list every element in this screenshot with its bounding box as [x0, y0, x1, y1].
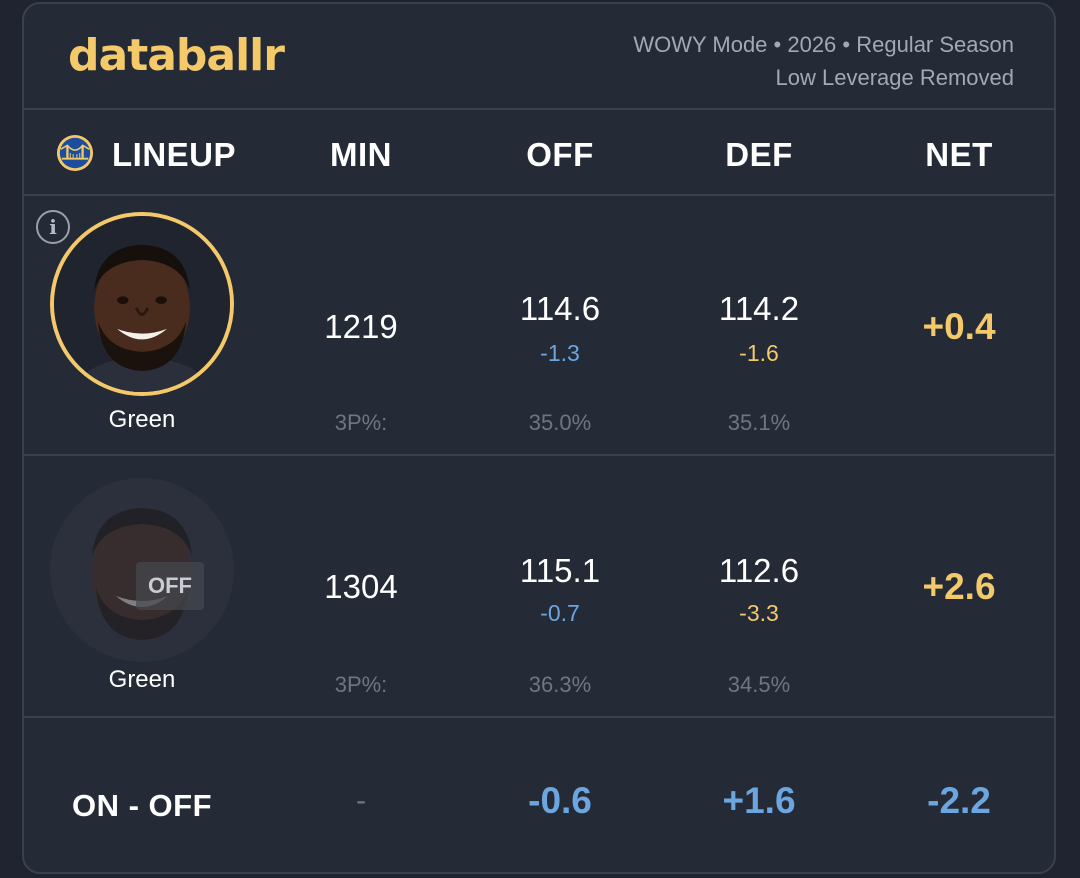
threep-label: 3P%:: [334, 672, 388, 697]
min-value: 1219: [324, 308, 398, 345]
min-value: 1304: [324, 568, 398, 605]
off-header[interactable]: OFF: [526, 136, 594, 173]
databallr-logo[interactable]: databallr: [68, 30, 285, 81]
off-delta: -0.7: [540, 600, 580, 626]
on-off-label: ON - OFF: [71, 788, 213, 823]
off-rating: 114.6: [519, 290, 601, 327]
threep-label: 3P%:: [334, 410, 388, 435]
summary-def: +1.6: [722, 780, 796, 821]
column-headers: LINEUP MIN OFF DEF NET: [24, 110, 1054, 196]
def-header[interactable]: DEF: [725, 136, 793, 173]
player-headshot-icon: [54, 216, 230, 392]
mode-line: WOWY Mode • 2026 • Regular Season: [633, 32, 1014, 57]
leverage-line: Low Leverage Removed: [775, 65, 1014, 90]
net-header[interactable]: NET: [925, 136, 993, 173]
info-icon[interactable]: i: [36, 210, 70, 244]
card-header: databallr WOWY Mode • 2026 • Regular Sea…: [24, 4, 1054, 110]
def-threep: 35.1%: [727, 410, 791, 435]
summary-off: -0.6: [528, 780, 592, 821]
off-threep: 36.3%: [528, 672, 592, 697]
golden-state-bridge-logo-icon: [56, 134, 94, 172]
player-name[interactable]: Green: [108, 666, 176, 693]
off-rating: 115.1: [519, 552, 601, 589]
net-rating: +0.4: [922, 306, 996, 347]
player-name[interactable]: Green: [108, 406, 176, 433]
summary-net: -2.2: [927, 780, 991, 821]
player-avatar[interactable]: [50, 212, 234, 396]
lineup-row-off: OFF Green 1304 115.1 -0.7 112.6 -3.3 +2.…: [24, 456, 1054, 718]
mode-info: WOWY Mode • 2026 • Regular Season Low Le…: [633, 28, 1014, 94]
def-delta: -3.3: [739, 600, 779, 626]
lineup-header[interactable]: LINEUP: [111, 136, 237, 173]
def-rating: 114.2: [718, 290, 800, 327]
min-header[interactable]: MIN: [330, 136, 392, 173]
summary-min: -: [356, 784, 366, 817]
wowy-card: databallr WOWY Mode • 2026 • Regular Sea…: [22, 2, 1056, 874]
net-rating: +2.6: [922, 566, 996, 607]
on-off-summary-row: ON - OFF - -0.6 +1.6 -2.2: [24, 718, 1054, 872]
def-rating: 112.6: [718, 552, 800, 589]
lineup-row-on: i Green 1219 114.6 -1.3 114.2 -1.6 +0.4 …: [24, 196, 1054, 456]
off-delta: -1.3: [540, 340, 580, 366]
def-delta: -1.6: [739, 340, 779, 366]
off-threep: 35.0%: [528, 410, 592, 435]
player-avatar-off[interactable]: OFF: [50, 478, 234, 662]
off-badge: OFF: [136, 562, 204, 610]
def-threep: 34.5%: [727, 672, 791, 697]
